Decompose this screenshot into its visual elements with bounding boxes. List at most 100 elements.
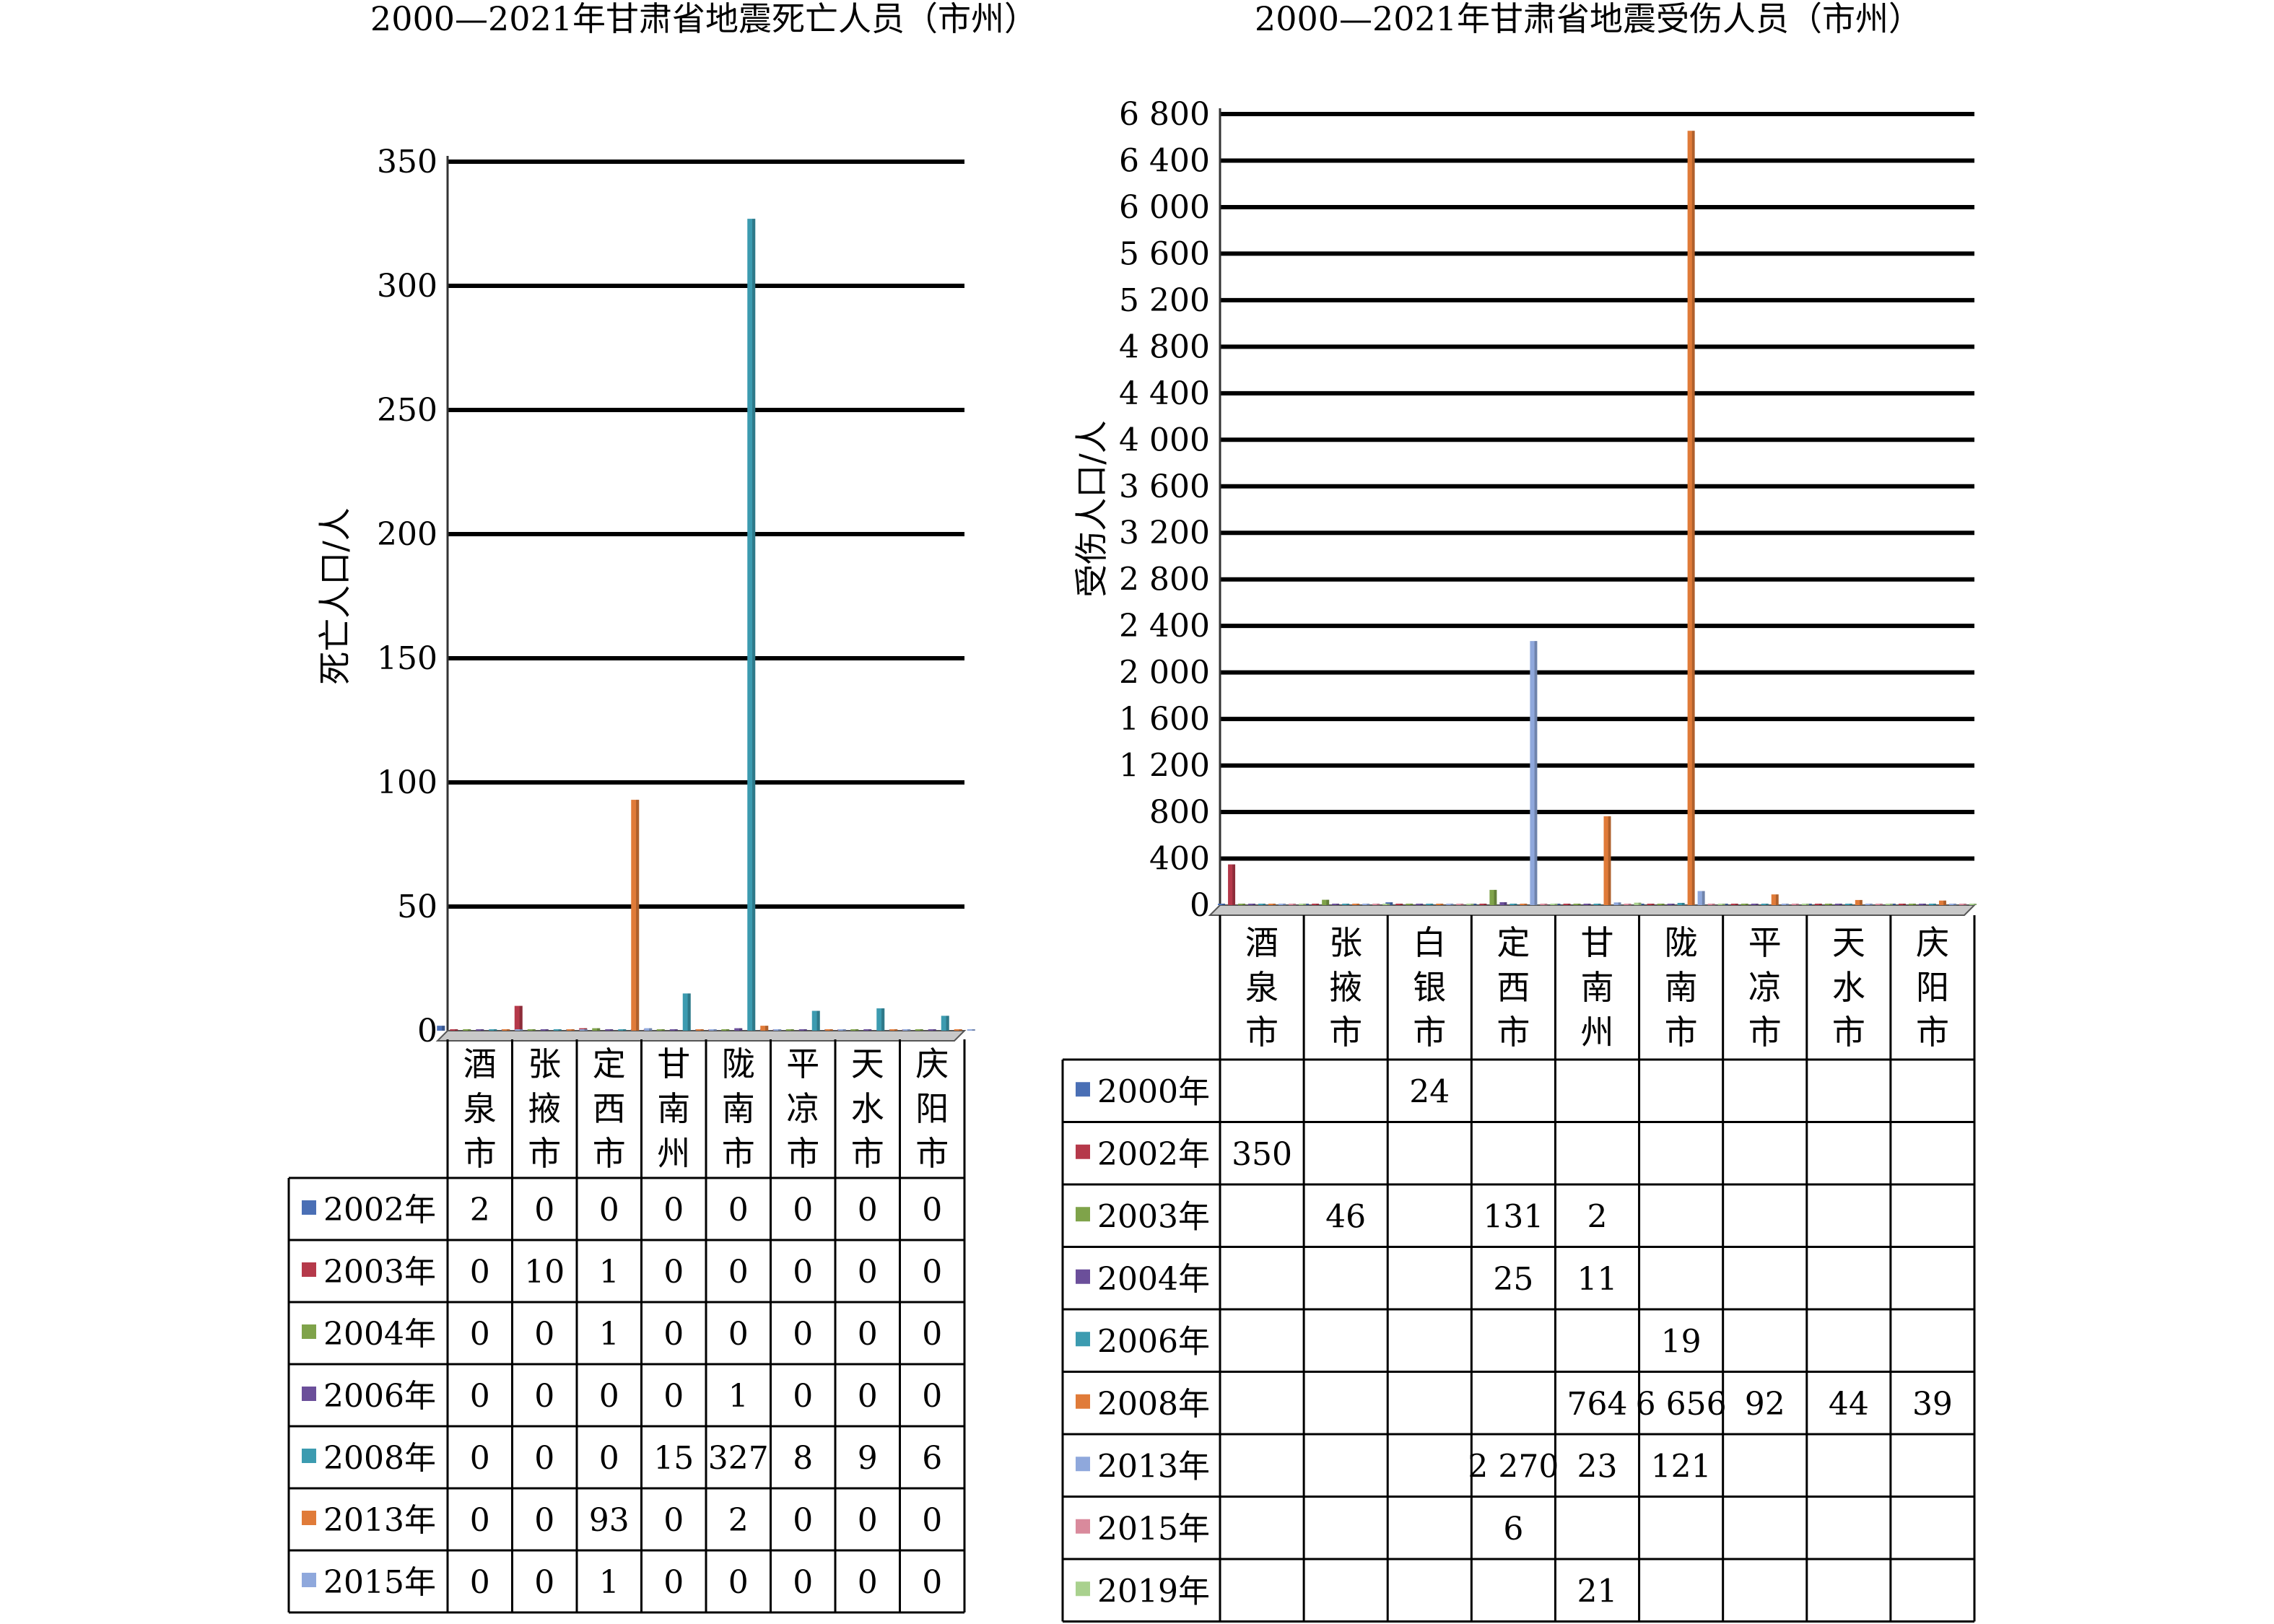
bar-shade [1829, 904, 1832, 905]
data-table-cell: 0 [793, 1502, 813, 1539]
bar-shade [1242, 904, 1246, 905]
bar [476, 1029, 484, 1031]
y-tick-label: 800 [1149, 794, 1210, 831]
legend-label: 2019年 [1097, 1573, 1210, 1610]
data-table-cell: 0 [728, 1192, 749, 1228]
bar-shade [1860, 899, 1863, 905]
legend-label: 2006年 [323, 1378, 436, 1415]
bar-shade [1303, 904, 1307, 905]
bar-shade [455, 1029, 458, 1031]
bar [889, 1029, 898, 1031]
legend-swatch [1076, 1207, 1090, 1222]
bar [1218, 904, 1226, 905]
bar [734, 1028, 743, 1031]
bar-shade [1775, 894, 1779, 905]
y-tick-label: 5 200 [1119, 282, 1210, 319]
bar-shade [894, 1029, 898, 1031]
bar [1908, 904, 1916, 905]
data-table-cell: 0 [728, 1316, 749, 1353]
bar [450, 1029, 458, 1031]
bar [785, 1029, 794, 1031]
bar [1717, 904, 1725, 905]
data-table-cell: 327 [708, 1440, 769, 1477]
legend-label: 2006年 [1097, 1323, 1210, 1360]
bar [1520, 904, 1528, 905]
bar [1510, 904, 1517, 905]
data-table-cell: 0 [793, 1564, 813, 1601]
data-table-cell: 2 [1587, 1198, 1608, 1235]
bar [928, 1029, 936, 1031]
bar [1550, 904, 1558, 905]
bar [656, 1029, 665, 1031]
bar [902, 1029, 911, 1031]
bar [1885, 904, 1893, 905]
bar [540, 1029, 549, 1031]
y-tick-label: 5 600 [1119, 235, 1210, 272]
bar-shade [920, 1029, 923, 1031]
bar [1312, 904, 1320, 905]
bar-shade [765, 1026, 769, 1031]
bar-shade [1400, 904, 1403, 905]
bar [1771, 894, 1779, 905]
data-table-cell: 121 [1651, 1448, 1712, 1485]
data-table-cell: 6 656 [1636, 1386, 1727, 1423]
data-table-cell: 1 [728, 1378, 749, 1415]
data-table-cell: 0 [728, 1254, 749, 1291]
y-tick-label: 400 [1149, 841, 1210, 878]
bar-shade [829, 1029, 833, 1031]
bar [850, 1029, 859, 1031]
bar-shade [1316, 904, 1320, 905]
bar [876, 1008, 885, 1031]
legend-swatch [302, 1449, 316, 1463]
bar-shade [803, 1029, 807, 1031]
category-label: 平凉市 [1748, 923, 1782, 1052]
data-table-cell: 6 [1503, 1511, 1523, 1547]
bar-shade [1587, 904, 1591, 905]
bar [1969, 904, 1977, 905]
legend-label: 2000年 [1097, 1073, 1210, 1110]
bar [463, 1029, 471, 1031]
bar [1761, 904, 1769, 905]
bar [1416, 904, 1424, 905]
bar [1479, 904, 1487, 905]
data-table-cell: 0 [663, 1192, 684, 1228]
y-tick-label: 6 000 [1119, 189, 1210, 226]
bar [695, 1029, 704, 1031]
bar [489, 1029, 497, 1031]
y-tick-label: 300 [377, 268, 437, 305]
bar-shade [1943, 900, 1946, 905]
deaths-chart: 2000—2021年甘肃省地震死亡人员（市州）死亡人口/人05010015020… [287, 0, 1037, 1614]
data-table-cell: 0 [663, 1378, 684, 1415]
chart-title: 2000—2021年甘肃省地震死亡人员（市州） [370, 0, 1037, 38]
legend-swatch [1076, 1519, 1090, 1534]
bar-shade [1765, 904, 1769, 905]
bar [1624, 904, 1632, 905]
data-table-cell: 0 [728, 1564, 749, 1601]
category-label: 定西市 [1497, 923, 1530, 1052]
y-tick-label: 3 600 [1119, 468, 1210, 505]
data-table-cell: 350 [1232, 1136, 1292, 1173]
bar [1436, 904, 1444, 905]
bar [1730, 904, 1738, 905]
bar-shade [855, 1029, 859, 1031]
bar-shade [558, 1029, 562, 1031]
bar-shade [481, 1029, 484, 1031]
data-table-cell: 0 [858, 1378, 878, 1415]
legend-label: 2015年 [1097, 1511, 1210, 1547]
data-table-cell: 2 [470, 1192, 490, 1228]
legend-swatch [1076, 1394, 1090, 1409]
data-table-cell: 0 [858, 1192, 878, 1228]
category-label: 白银市 [1413, 923, 1446, 1052]
data-table-cell: 0 [534, 1564, 554, 1601]
bar-shade [623, 1029, 627, 1031]
bar [1342, 904, 1350, 905]
y-tick-label: 0 [1190, 887, 1210, 924]
bar-shade [1638, 902, 1642, 905]
data-table-cell: 0 [793, 1254, 813, 1291]
legend-swatch [302, 1573, 316, 1587]
bar [1426, 904, 1434, 905]
bar-shade [1933, 904, 1936, 905]
bar-shade [507, 1029, 510, 1031]
bar-shade [1336, 904, 1340, 905]
bar [1741, 904, 1748, 905]
